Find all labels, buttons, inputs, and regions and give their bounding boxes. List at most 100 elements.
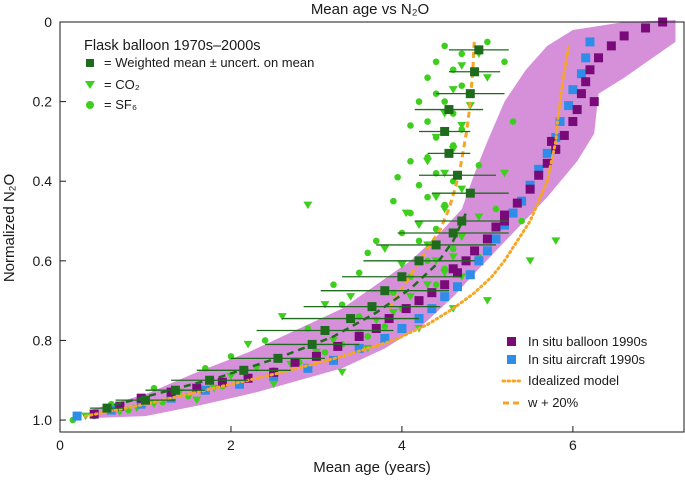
insitu-balloon-point [512, 198, 522, 208]
insitu-balloon-point [572, 105, 582, 115]
co2-point [431, 193, 441, 202]
sf6-point [415, 237, 423, 245]
insitu-balloon-point [641, 23, 651, 33]
co2-point [440, 205, 450, 214]
legend-flask-title: Flask balloon 1970s–2000s [84, 38, 261, 54]
sf6-point [424, 193, 431, 201]
insitu-balloon-point [448, 264, 458, 274]
weighted-mean-point [367, 302, 377, 312]
legend-co2-marker [85, 81, 95, 89]
sf6-point [492, 205, 500, 213]
sf6-point [424, 74, 431, 82]
co2-point [192, 396, 202, 405]
weighted-mean-fit-line [102, 212, 468, 410]
x-tick-label: 6 [569, 437, 577, 453]
sf6-point [509, 118, 517, 125]
sf6-point [407, 122, 414, 129]
co2-point [457, 233, 467, 241]
co2-point [474, 213, 484, 222]
sf6-point [381, 323, 389, 330]
sf6-point [432, 281, 440, 289]
sf6-point [364, 333, 372, 340]
sf6-point [424, 118, 431, 125]
co2-point [499, 169, 509, 178]
co2-point [457, 62, 467, 70]
insitu-balloon-point [525, 184, 535, 194]
co2-point [440, 169, 450, 178]
insitu-aircraft-point [491, 234, 501, 244]
insitu-balloon-point [559, 130, 569, 140]
co2-point [423, 281, 433, 289]
insitu-aircraft-point [474, 256, 484, 266]
co2-point [482, 297, 492, 305]
insitu-aircraft-point [555, 117, 565, 127]
co2-point [226, 372, 236, 381]
y-axis-label: Normalized N₂O [1, 174, 18, 282]
weighted-mean-point [444, 148, 454, 158]
co2-point [457, 121, 467, 130]
weighted-mean-point [414, 256, 424, 266]
insitu-aircraft-point [235, 379, 245, 389]
co2-point [397, 261, 407, 269]
co2-point [482, 74, 492, 82]
insitu-balloon-point [371, 324, 381, 334]
weighted-mean-point [470, 67, 480, 77]
sf6-point [415, 98, 423, 105]
plot-frame [59, 21, 685, 433]
insitu-balloon-point [581, 77, 591, 87]
insitu-aircraft-point [564, 101, 574, 111]
co2-point [525, 257, 535, 265]
y-tick-label: 0.8 [33, 332, 53, 348]
weighted-mean-point [465, 89, 475, 99]
insitu-balloon-point [414, 296, 424, 306]
co2-point [380, 245, 390, 253]
y-tick-label: 0.2 [33, 94, 53, 110]
co2-point [303, 201, 313, 210]
insitu-aircraft-point [380, 333, 390, 343]
insitu-balloon-point [217, 377, 227, 387]
co2-point [457, 185, 467, 194]
weighted-mean-point [431, 240, 441, 250]
co2-point [551, 237, 561, 245]
co2-point [401, 209, 411, 218]
x-axis: 0 2 4 6 [56, 426, 577, 453]
legend-flask: Flask balloon 1970s–2000s = Weighted mea… [84, 38, 314, 112]
co2-point [388, 309, 398, 317]
insitu-aircraft-point [482, 246, 492, 256]
x-tick-label: 2 [227, 437, 235, 453]
sf6-point [407, 158, 414, 165]
insitu-balloon-point [290, 357, 300, 367]
legend-w20-label: w + 20% [527, 395, 579, 410]
insitu-aircraft-point [581, 53, 591, 63]
co2-point [405, 293, 415, 301]
insitu-aircraft-point [354, 343, 364, 353]
insitu-balloon-point [491, 222, 501, 232]
weighted-mean-point [273, 353, 283, 363]
co2-point [337, 368, 347, 377]
insitu-balloon-point [534, 170, 544, 180]
x-tick-label: 0 [56, 437, 64, 453]
legend-balloon-marker [507, 337, 516, 346]
insitu-balloon-point [333, 341, 343, 351]
co2-point [448, 86, 458, 94]
x-axis-label: Mean age (years) [313, 459, 431, 476]
legend-aircraft-marker [507, 355, 516, 364]
weighted-mean-point [457, 216, 467, 226]
insitu-balloon-point [427, 288, 437, 298]
y-axis: 0 0.2 0.4 0.6 0.8 1.0 [33, 14, 66, 428]
co2-point [414, 221, 424, 230]
sf6-point [355, 269, 363, 277]
weighted-mean-point [444, 105, 454, 115]
legend-insitu: In situ balloon 1990s In situ aircraft 1… [501, 334, 648, 410]
plot-area [69, 17, 676, 424]
insitu-balloon-point [243, 373, 253, 383]
insitu-aircraft-point [534, 164, 544, 174]
insitu-balloon-point [354, 331, 364, 341]
legend-sf6-marker [86, 101, 94, 109]
y-tick-label: 0.4 [33, 173, 53, 189]
legend-aircraft-label: In situ aircraft 1990s [528, 352, 646, 367]
insitu-aircraft-point [303, 363, 313, 373]
legend-sf6-label: = SF₆ [104, 97, 137, 112]
sf6-point [475, 162, 483, 169]
sf6-point [261, 337, 269, 344]
